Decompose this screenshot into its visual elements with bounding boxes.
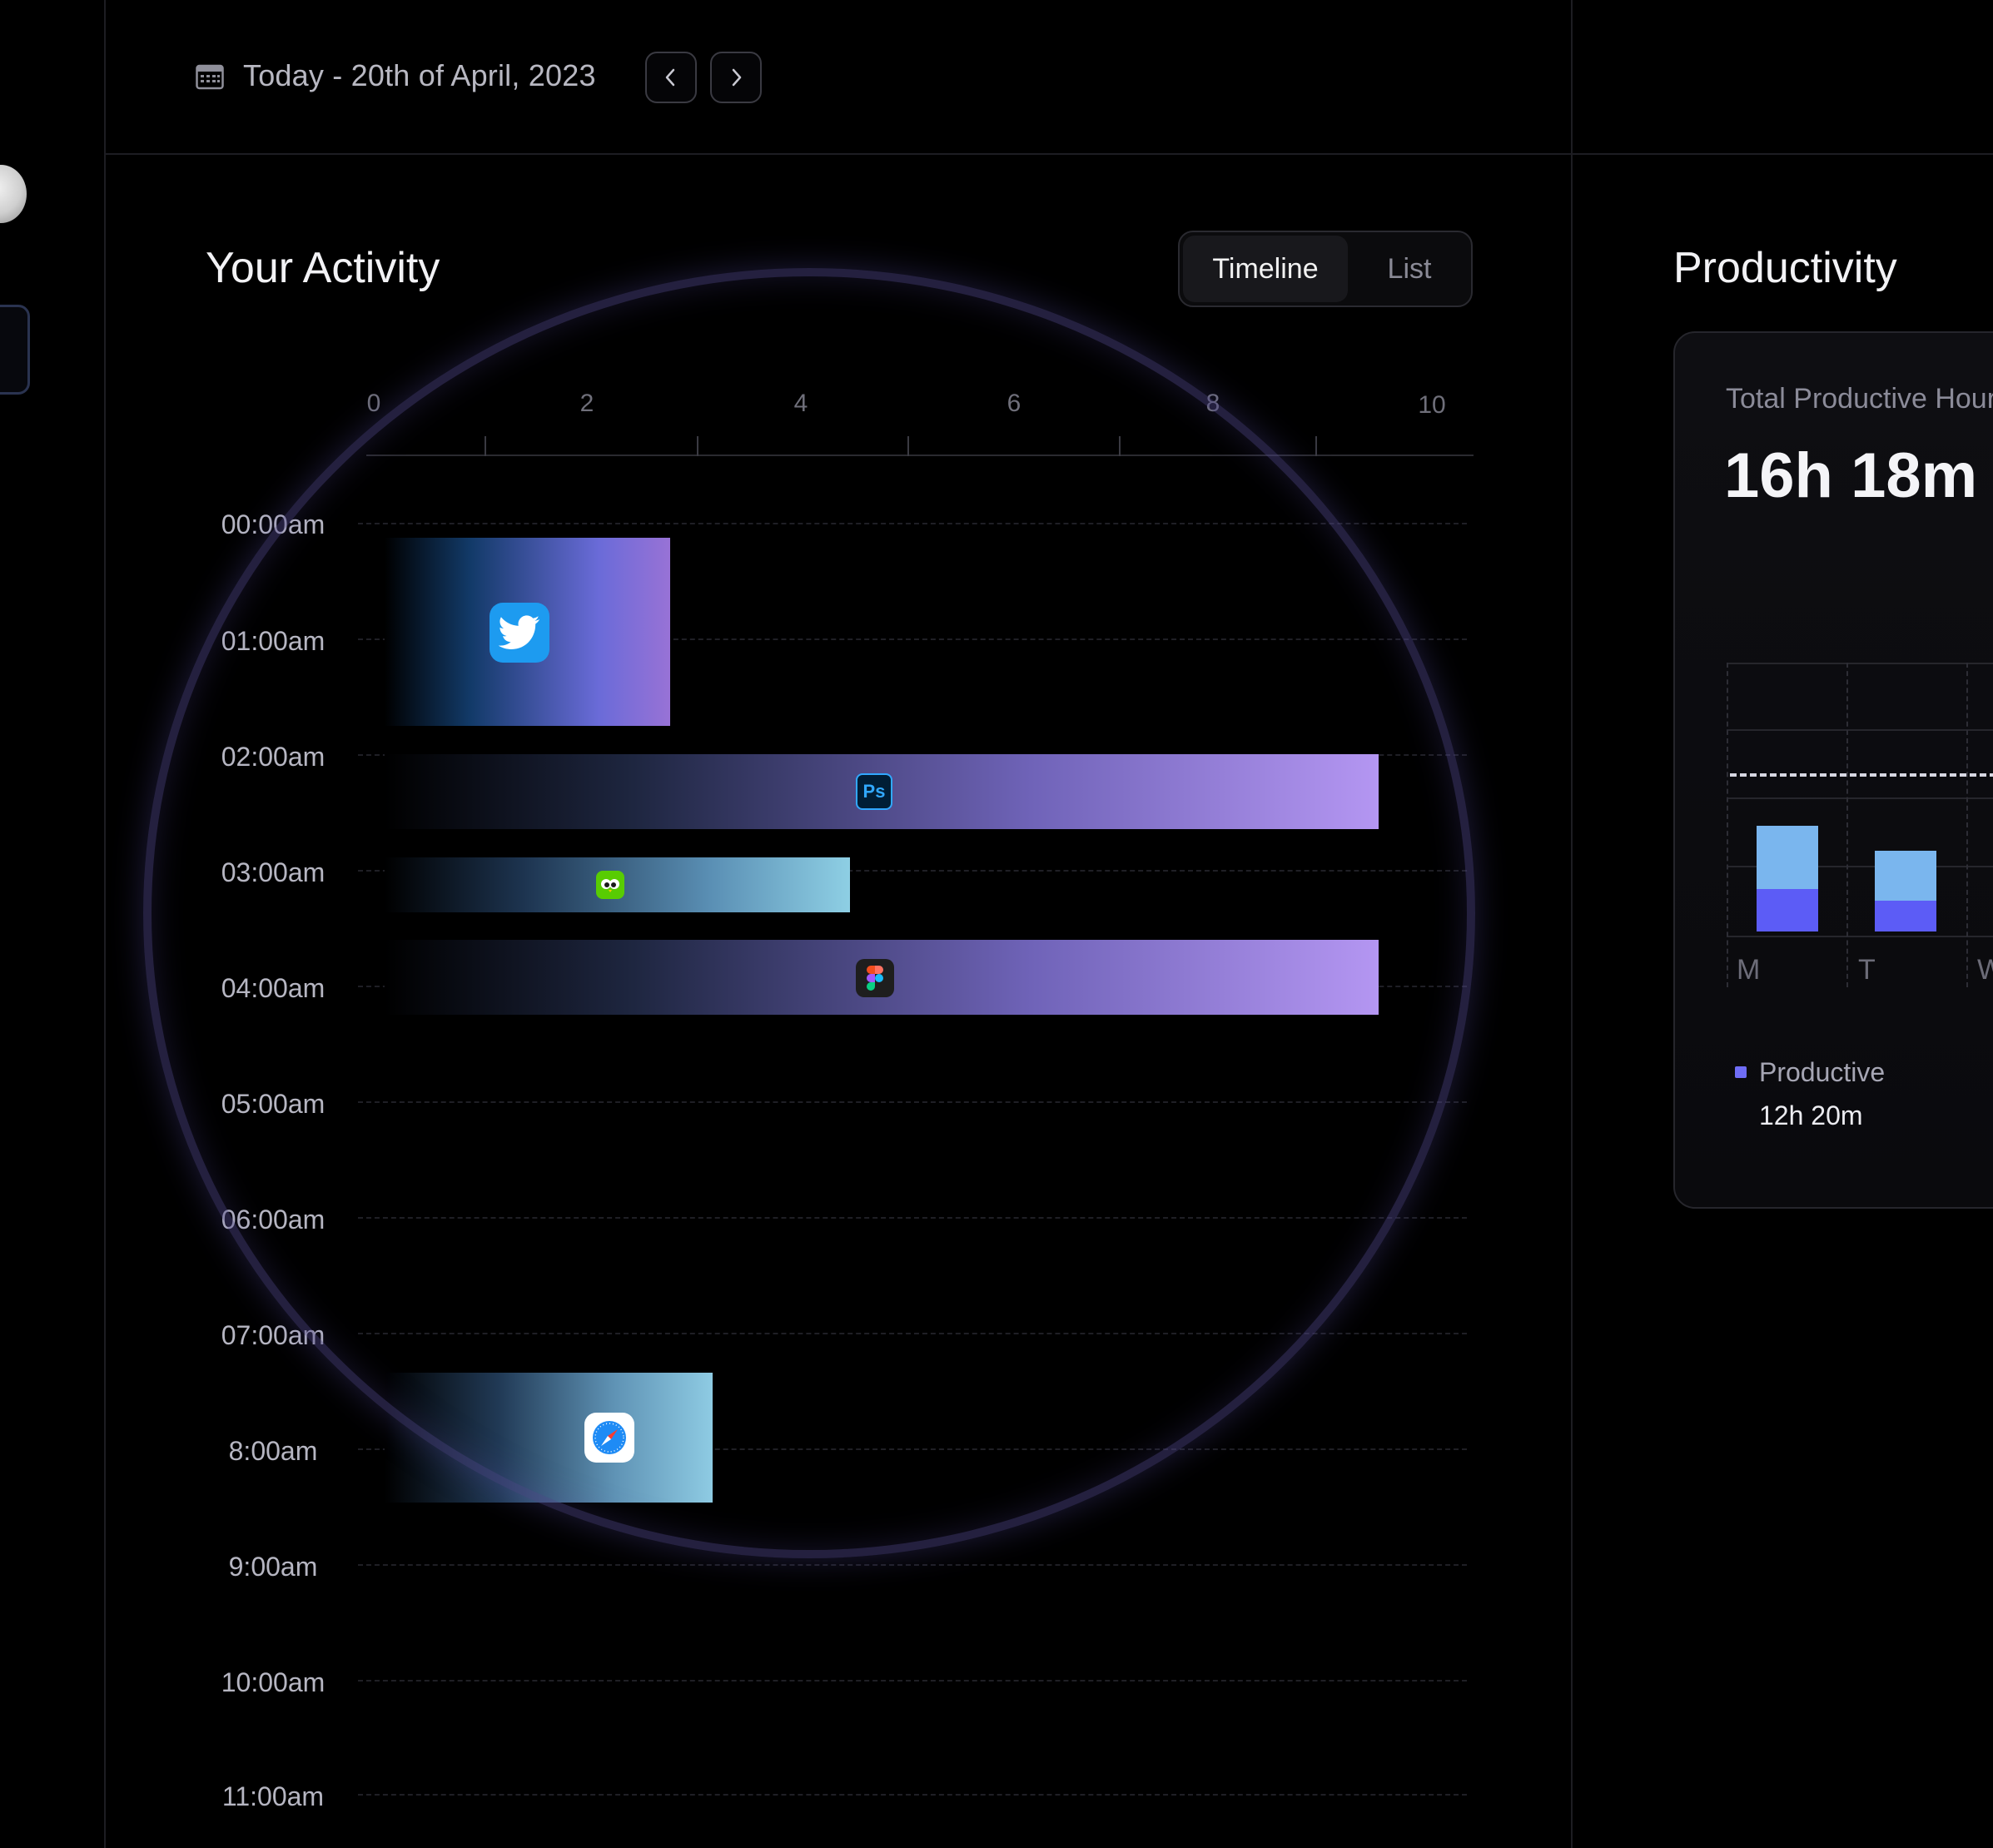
x-tick: 4 [793,390,808,417]
gridline [358,1101,1467,1103]
y-label: 01:00am [221,626,326,656]
chart-day-divider [1727,663,1728,987]
y-label: 00:00am [221,509,326,539]
productivity-title: Productivity [1673,244,1897,292]
x-tick: 10 [1418,391,1446,419]
panel-divider [1571,0,1573,1848]
chart-gridline [1727,797,1993,799]
bar-segment-productive [1875,901,1936,931]
chart-gridline [1727,936,1993,937]
duolingo-icon [596,871,624,899]
gridline [358,638,1467,640]
photoshop-icon: Ps [856,773,892,810]
y-label: 10:00am [221,1667,326,1697]
total-productive-label: Total Productive Hour [1726,383,1993,415]
header-divider [106,153,1993,155]
x-tick-mark [485,436,486,456]
legend-label: Productive [1759,1057,1886,1087]
sidebar-divider [104,0,106,1848]
tab-timeline[interactable]: Timeline [1183,236,1348,302]
bar-segment-other [1757,826,1818,889]
avatar[interactable] [0,165,27,223]
gridline [358,1333,1467,1334]
y-label: 11:00am [221,1781,325,1811]
focus-ring [143,268,1475,1558]
x-tick-mark [1315,436,1317,456]
gridline [358,1217,1467,1219]
chevron-right-icon [732,68,742,87]
y-label: 02:00am [221,742,326,772]
calendar-icon [196,64,224,90]
chart-day-divider [1966,663,1968,987]
legend-swatch [1735,1066,1747,1078]
average-line [1730,773,1993,777]
y-label: 03:00am [221,857,326,887]
legend-value: 12h 20m [1759,1100,1863,1130]
gridline [358,1680,1467,1682]
previous-day-button[interactable] [645,52,697,103]
y-label: 04:00am [221,973,326,1003]
figma-icon [856,959,894,997]
x-tick-mark [907,436,909,456]
x-tick: 6 [1006,390,1021,417]
x-axis [366,455,1474,456]
x-tick-mark [1119,436,1121,456]
sidebar-item[interactable] [0,305,30,395]
activity-bar-safari[interactable] [385,1373,713,1503]
activity-title: Your Activity [206,244,440,292]
x-tick: 8 [1205,390,1220,417]
y-label: 06:00am [221,1205,326,1234]
productivity-bar-monday[interactable] [1757,826,1818,931]
chevron-left-icon [665,68,675,87]
bar-segment-other [1875,851,1936,901]
y-label: 05:00am [221,1089,326,1119]
gridline [358,523,1467,524]
tab-list[interactable]: List [1387,252,1432,285]
bar-segment-productive [1757,889,1818,931]
day-label: W [1977,954,1993,986]
productivity-bar-tuesday[interactable] [1875,851,1936,931]
view-toggle: Timeline List [1178,231,1473,307]
gridline [358,1564,1467,1566]
gridline [358,1794,1467,1796]
chart-gridline [1727,729,1993,731]
gridline [358,1448,1467,1450]
x-tick-mark [697,436,698,456]
x-tick: 2 [579,390,594,417]
day-label: M [1737,954,1761,986]
next-day-button[interactable] [710,52,762,103]
day-label: T [1858,954,1876,986]
total-productive-value: 16h 18m [1724,440,1978,511]
y-label: 9:00am [228,1552,318,1582]
safari-icon [584,1413,634,1463]
chart-gridline [1727,663,1993,664]
date-label: Today - 20th of April, 2023 [243,58,596,92]
y-label: 07:00am [221,1320,326,1350]
y-label: 8:00am [228,1436,318,1466]
twitter-icon [490,603,549,663]
gridline [358,870,1467,872]
x-tick: 0 [366,390,381,417]
chart-gridline [1727,866,1993,867]
chart-day-divider [1846,663,1848,987]
